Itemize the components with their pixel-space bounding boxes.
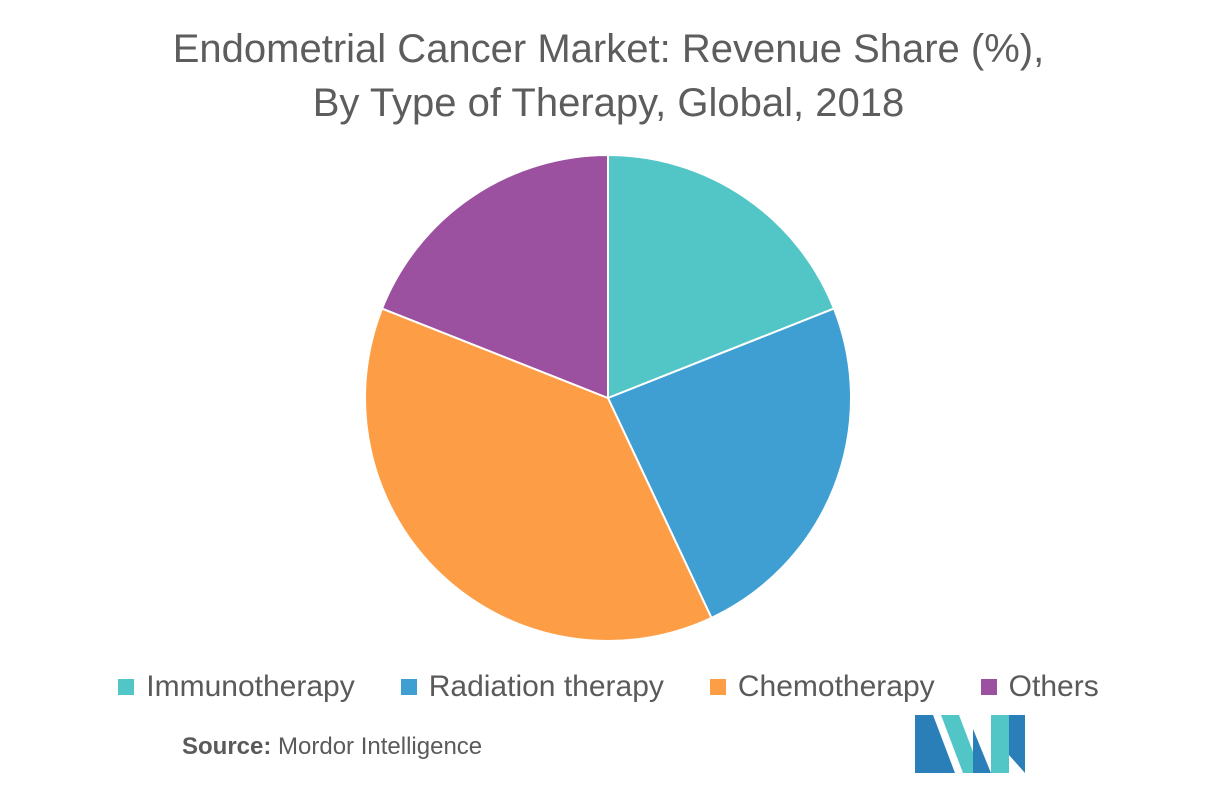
chart-title-line-1: Endometrial Cancer Market: Revenue Share… [172, 27, 1045, 71]
legend-item-chemotherapy: Chemotherapy [709, 670, 935, 704]
logo-shape-left [915, 715, 955, 773]
source-note: Source: Mordor Intelligence [182, 733, 482, 761]
source-text: Mordor Intelligence [278, 733, 483, 760]
legend-item-immunotherapy: Immunotherapy [118, 670, 355, 704]
mordor-intelligence-logo-icon [915, 715, 1025, 773]
logo-shape-right [991, 715, 1009, 773]
chart-title-line-2: By Type of Therapy, Global, 2018 [312, 81, 905, 125]
chart-title: Endometrial Cancer Market: Revenue Share… [0, 22, 1217, 130]
pie-slice-others [380, 153, 609, 400]
legend-item-radiation-therapy: Radiation therapy [400, 670, 664, 704]
pie-slice-radiation-therapy [606, 307, 852, 620]
legend-swatch-chemotherapy [709, 679, 726, 695]
legend-swatch-others [980, 679, 997, 695]
legend-swatch-radiation-therapy [400, 679, 417, 695]
source-label: Source: [182, 733, 272, 760]
legend-item-others: Others [980, 670, 1099, 704]
legend-label-immunotherapy: Immunotherapy [146, 670, 355, 703]
legend-label-radiation-therapy: Radiation therapy [428, 670, 664, 703]
chart-legend: Immunotherapy Radiation therapy Chemothe… [0, 670, 1217, 704]
pie-chart [364, 153, 852, 642]
logo-shape-right-dark [973, 729, 991, 773]
logo-shape-right-accent [1009, 715, 1025, 773]
pie-slice-immunotherapy [607, 153, 836, 400]
legend-label-chemotherapy: Chemotherapy [737, 670, 935, 703]
pie-slice-chemotherapy [364, 307, 713, 642]
logo-shape-middle [941, 715, 981, 773]
legend-swatch-immunotherapy [118, 679, 135, 695]
legend-label-others: Others [1008, 670, 1099, 703]
